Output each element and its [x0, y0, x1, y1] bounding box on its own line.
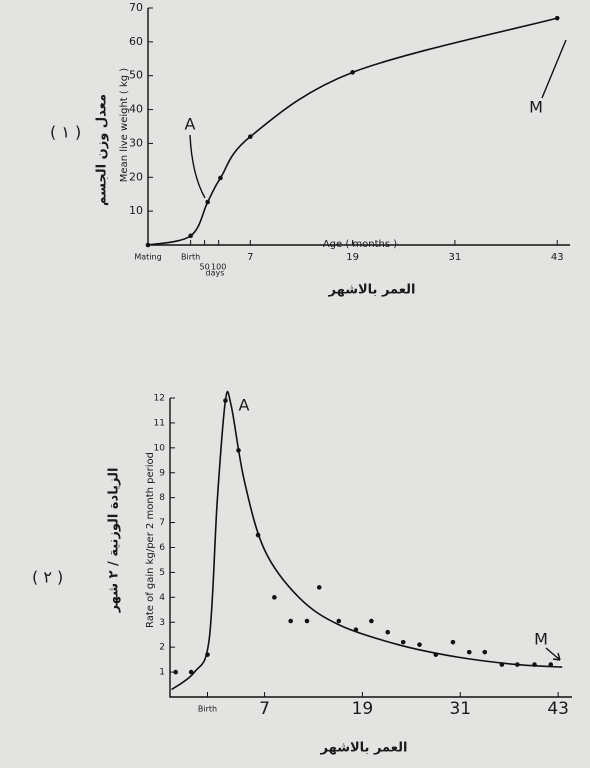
- point: [450, 639, 456, 645]
- marker: [248, 134, 253, 139]
- y-tick-label: 1: [159, 668, 165, 678]
- point: [188, 669, 194, 675]
- point: [400, 639, 406, 645]
- point: [482, 649, 488, 655]
- point: [385, 629, 391, 635]
- y-label: Rate of gain kg/per 2 month period: [145, 452, 156, 628]
- arrow: [189, 134, 206, 199]
- y-tick-label: 12: [154, 394, 165, 404]
- line: [171, 390, 563, 691]
- marker: [554, 15, 560, 21]
- x-tick-label: Birth: [181, 253, 200, 262]
- point: [173, 669, 179, 675]
- line: [147, 17, 558, 246]
- y-tick-label: 5: [159, 568, 165, 578]
- x-tick-label: Birth: [198, 705, 217, 714]
- x-tick-label: Mating: [134, 253, 161, 262]
- y-tick-label: 30: [129, 136, 143, 149]
- annotation: M: [529, 98, 543, 117]
- y-tick-label: 70: [129, 1, 143, 14]
- x-tick-label: 50: [200, 263, 210, 272]
- marker: [145, 242, 151, 248]
- point: [548, 662, 554, 667]
- marker: [205, 199, 210, 205]
- y-tick-label: 3: [159, 618, 165, 628]
- arrow: [545, 647, 561, 661]
- y-label: Mean live weight ( kg ): [119, 68, 130, 183]
- y-label-arabic: معدل وزن الجسم: [95, 94, 110, 206]
- point: [316, 585, 322, 590]
- y-tick-label: 7: [159, 518, 165, 528]
- days-label: days: [206, 269, 225, 278]
- y-tick-label: 40: [129, 103, 143, 116]
- figure-number: ( ٢ ): [32, 568, 63, 587]
- x-tick-label: 43: [547, 699, 569, 719]
- annotation: A: [239, 396, 250, 415]
- point: [417, 642, 422, 647]
- x-tick-label: 19: [352, 699, 374, 719]
- y-tick-label: 9: [159, 468, 165, 478]
- y-tick-label: 2: [159, 643, 165, 653]
- annotation: M: [534, 630, 548, 649]
- y-tick-label: 10: [129, 204, 143, 217]
- x-label-arabic: العمر بالاشهر: [320, 741, 408, 756]
- point: [369, 618, 374, 624]
- y-tick-label: 20: [129, 170, 143, 183]
- point: [272, 595, 277, 600]
- x-tick-label: 31: [449, 699, 471, 719]
- y-tick-label: 4: [159, 593, 165, 603]
- x-label-arabic: العمر بالاشهر: [328, 283, 416, 298]
- marker: [218, 175, 223, 181]
- y-tick-label: 60: [129, 35, 143, 48]
- x-tick-label: 19: [346, 252, 359, 263]
- annotation: A: [185, 115, 196, 134]
- y-tick-label: 10: [154, 443, 166, 453]
- arrow: [541, 39, 567, 99]
- y-tick-label: 50: [129, 69, 143, 82]
- figure-number: ( ١ ): [50, 123, 81, 142]
- x-tick-label: 100: [211, 263, 226, 272]
- y-tick-label: 6: [159, 543, 165, 553]
- point: [336, 618, 342, 624]
- x-tick-label: 7: [259, 699, 270, 719]
- point: [304, 618, 310, 624]
- x-tick-label: 31: [449, 252, 462, 263]
- x-tick-label: 7: [247, 252, 253, 263]
- y-label-arabic: الزيادة الوزنية / ٢ شهر: [107, 468, 122, 614]
- marker: [188, 233, 193, 239]
- marker: [350, 70, 355, 75]
- x-tick-label: 43: [551, 252, 564, 263]
- point: [466, 649, 472, 655]
- y-tick-label: 11: [154, 418, 165, 428]
- y-tick-label: 8: [159, 493, 165, 503]
- point: [288, 618, 293, 624]
